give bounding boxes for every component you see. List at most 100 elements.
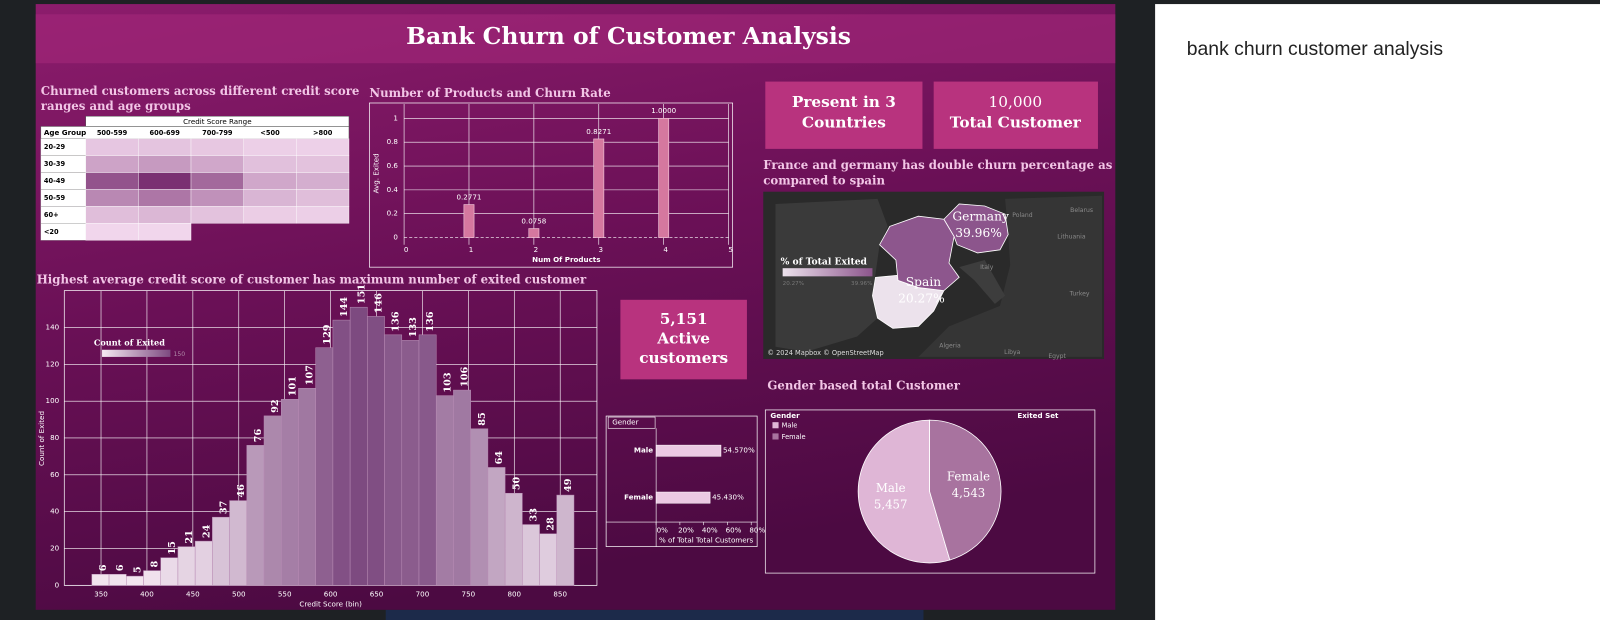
- y-tick-label: 80: [50, 433, 60, 442]
- histogram-bar: [298, 387, 316, 586]
- histogram-bar: [401, 340, 420, 586]
- y-tick-label: 60: [50, 470, 60, 479]
- x-tick-label: 3: [599, 245, 604, 254]
- x-tick-label: 60%: [726, 525, 742, 534]
- kpi-box: [765, 81, 923, 149]
- x-tick-label: 400: [140, 590, 154, 599]
- x-tick-label: 350: [94, 590, 108, 599]
- kpi-text: Active: [656, 330, 710, 348]
- title-band: [35, 14, 1116, 64]
- place-label: Libya: [1004, 349, 1021, 356]
- value-label: 28: [546, 517, 557, 531]
- y-tick-label: 0.8: [387, 137, 399, 146]
- y-tick-label: 40: [50, 507, 60, 516]
- place-label: Belarus: [1070, 207, 1093, 214]
- place-label: Lithuania: [1057, 234, 1086, 241]
- histogram-bar: [435, 395, 454, 586]
- histogram-bar: [108, 574, 127, 586]
- side-title: bank churn customer analysis: [1187, 38, 1443, 60]
- category-label: Female: [624, 493, 653, 502]
- value-label: 1.0000: [651, 106, 676, 115]
- heat-cell: [296, 155, 350, 173]
- histogram-bar: [367, 316, 385, 586]
- heat-cell: [138, 138, 192, 156]
- heat-cell: [85, 189, 139, 207]
- map-attribution: © 2024 Mapbox © OpenStreetMap: [767, 349, 883, 357]
- x-tick-label: 450: [186, 590, 200, 599]
- histogram-bar: [556, 494, 575, 586]
- heat-cell: [138, 172, 192, 190]
- histogram-bar: [212, 516, 230, 586]
- histogram-bar: [246, 445, 265, 586]
- row-label: 50-59: [44, 194, 66, 202]
- histogram-bar: [384, 334, 403, 586]
- x-tick-label: 4: [663, 245, 668, 254]
- value-label: 129: [322, 324, 333, 344]
- x-axis-title: Num Of Products: [532, 255, 600, 264]
- x-tick-label: 40%: [702, 525, 718, 534]
- row-label: 30-39: [44, 160, 66, 168]
- histogram-bar: [487, 467, 506, 586]
- value-label: 76: [253, 429, 264, 443]
- chart-title: compared to spain: [763, 174, 885, 188]
- x-tick-label: 800: [507, 590, 521, 599]
- legend-label: Male: [782, 422, 798, 430]
- heat-cell: [85, 155, 139, 173]
- heat-cell: [243, 138, 297, 156]
- heat-cell: [85, 138, 139, 156]
- value-label: 92: [270, 399, 281, 412]
- bar: [463, 204, 475, 238]
- value-label: 0.8271: [586, 127, 611, 136]
- kpi-text: Present in 3: [792, 93, 896, 111]
- value-label: 64: [494, 451, 505, 465]
- heat-cell: [138, 223, 192, 241]
- value-label: 106: [460, 367, 471, 387]
- row-header: Age Group: [44, 128, 86, 137]
- histogram-bar: [418, 334, 437, 586]
- value-label: 54.570%: [723, 446, 755, 455]
- kpi-text: Total Customer: [950, 113, 1082, 131]
- heat-cell: [296, 206, 350, 224]
- place-label: Algeria: [939, 343, 961, 350]
- chart-title: ranges and age groups: [41, 99, 191, 113]
- land: [959, 260, 1006, 304]
- x-tick-label: 80%: [749, 525, 765, 534]
- legend-title: Gender: [770, 411, 800, 420]
- histogram-bar: [315, 347, 334, 586]
- heat-cell: [85, 172, 139, 190]
- land: [918, 195, 1103, 357]
- legend-label: Female: [782, 433, 806, 441]
- category-label: Male: [634, 446, 653, 455]
- map-region: [879, 215, 960, 292]
- slice-value: 5,457: [874, 497, 908, 511]
- value-label: 45.430%: [712, 493, 744, 502]
- heat-cell: [243, 189, 297, 207]
- x-tick-label: 5: [728, 245, 733, 254]
- value-label: 37: [219, 501, 230, 514]
- column-label: >800: [313, 129, 333, 137]
- chart-title: France and germany has double churn perc…: [763, 158, 1113, 172]
- histogram-bar: [280, 399, 299, 586]
- dashboard-title: Bank Churn of Customer Analysis: [406, 22, 851, 50]
- kpi-box: [933, 81, 1098, 149]
- value-label: 8: [150, 561, 161, 568]
- legend-min: 20.27%: [783, 281, 805, 287]
- slice-label: Male: [876, 481, 906, 495]
- heat-cell: [243, 206, 297, 224]
- histogram-bar: [229, 500, 248, 586]
- side-panel: [1155, 4, 1600, 620]
- y-tick-label: 140: [46, 322, 60, 331]
- histogram-bar: [143, 570, 161, 586]
- value-label: 103: [442, 372, 453, 392]
- y-axis-title: Avg. Exited: [372, 153, 381, 193]
- legend-swatch: [772, 422, 779, 429]
- kpi-box: [620, 299, 747, 380]
- histogram-bar: [470, 428, 489, 586]
- histogram-bar: [539, 533, 558, 586]
- value-label: 6: [98, 564, 109, 571]
- heat-cell: [243, 155, 297, 173]
- heat-cell: [138, 155, 192, 173]
- y-tick-label: 20: [50, 543, 60, 552]
- place-label: Egypt: [1048, 353, 1066, 360]
- pie-slice: [857, 419, 951, 564]
